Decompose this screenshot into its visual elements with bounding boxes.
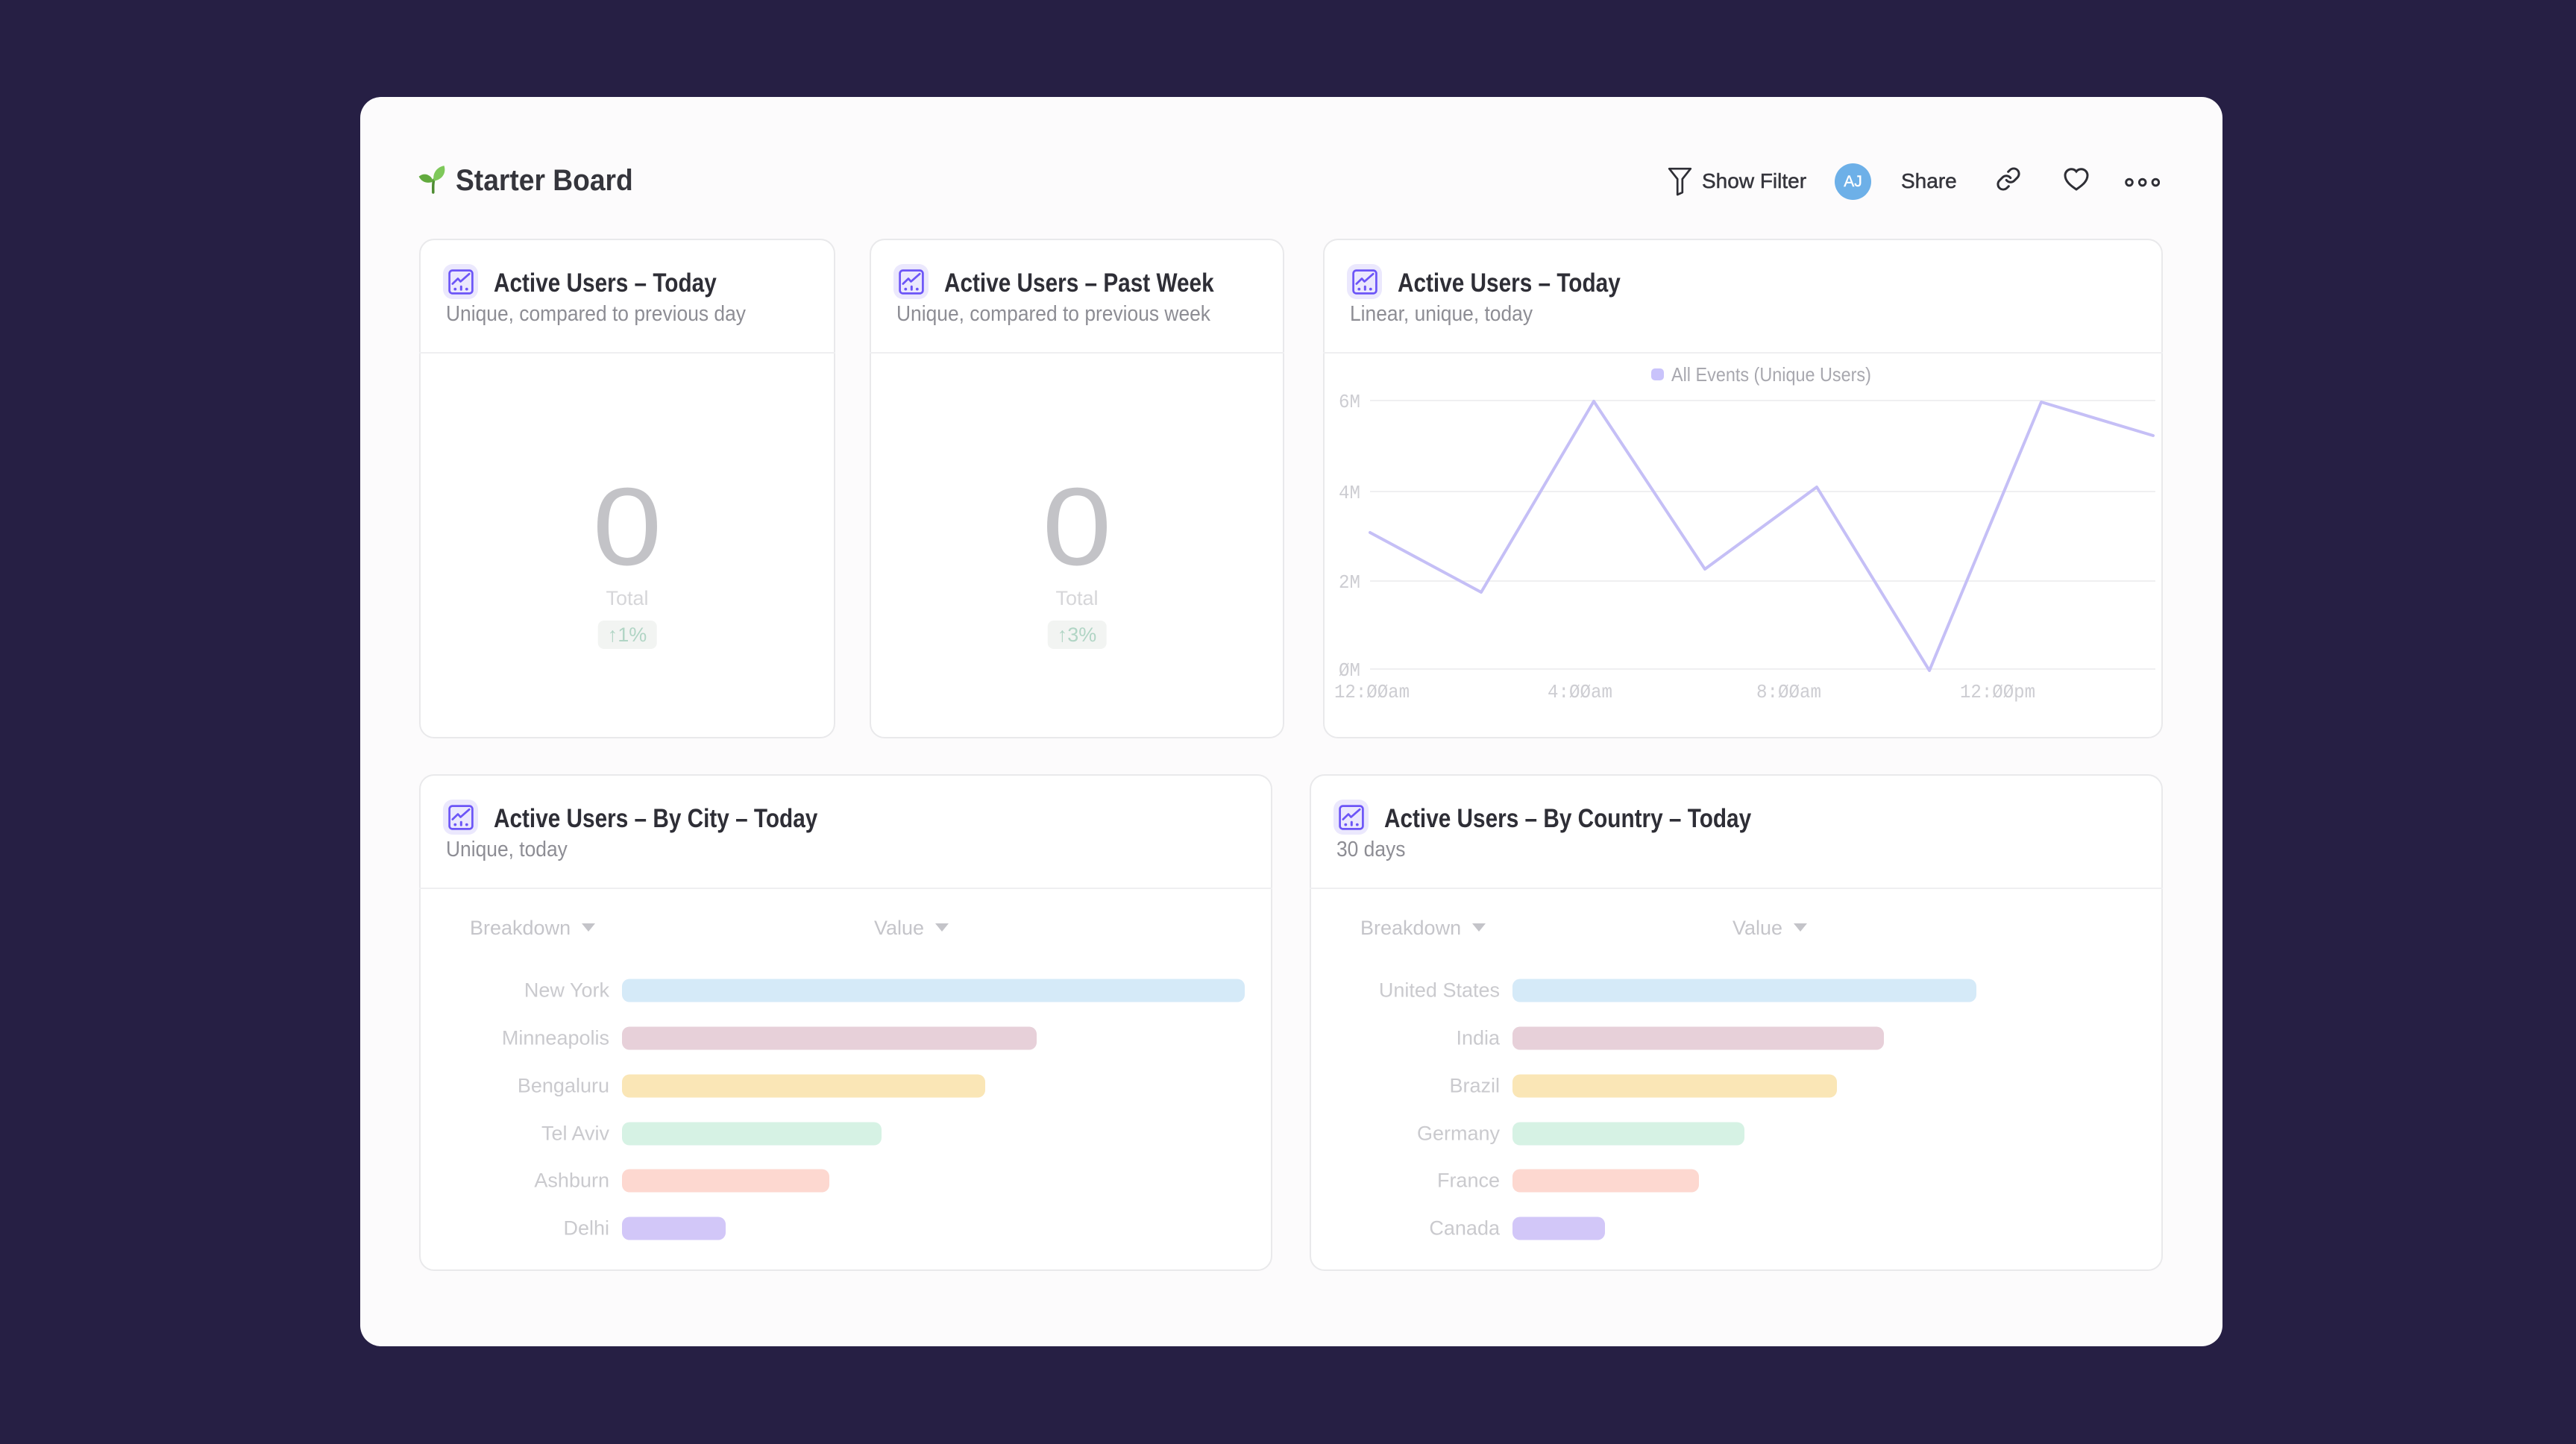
svg-text:4:ØØam: 4:ØØam (1548, 681, 1612, 703)
svg-text:4M: 4M (1339, 482, 1360, 504)
svg-text:2M: 2M (1339, 571, 1360, 594)
svg-text:12:ØØpm: 12:ØØpm (1960, 681, 2035, 703)
svg-text:6M: 6M (1339, 391, 1360, 413)
svg-text:12:ØØam: 12:ØØam (1334, 681, 1410, 703)
svg-text:ØM: ØM (1339, 659, 1360, 682)
svg-text:8:ØØam: 8:ØØam (1756, 681, 1821, 703)
